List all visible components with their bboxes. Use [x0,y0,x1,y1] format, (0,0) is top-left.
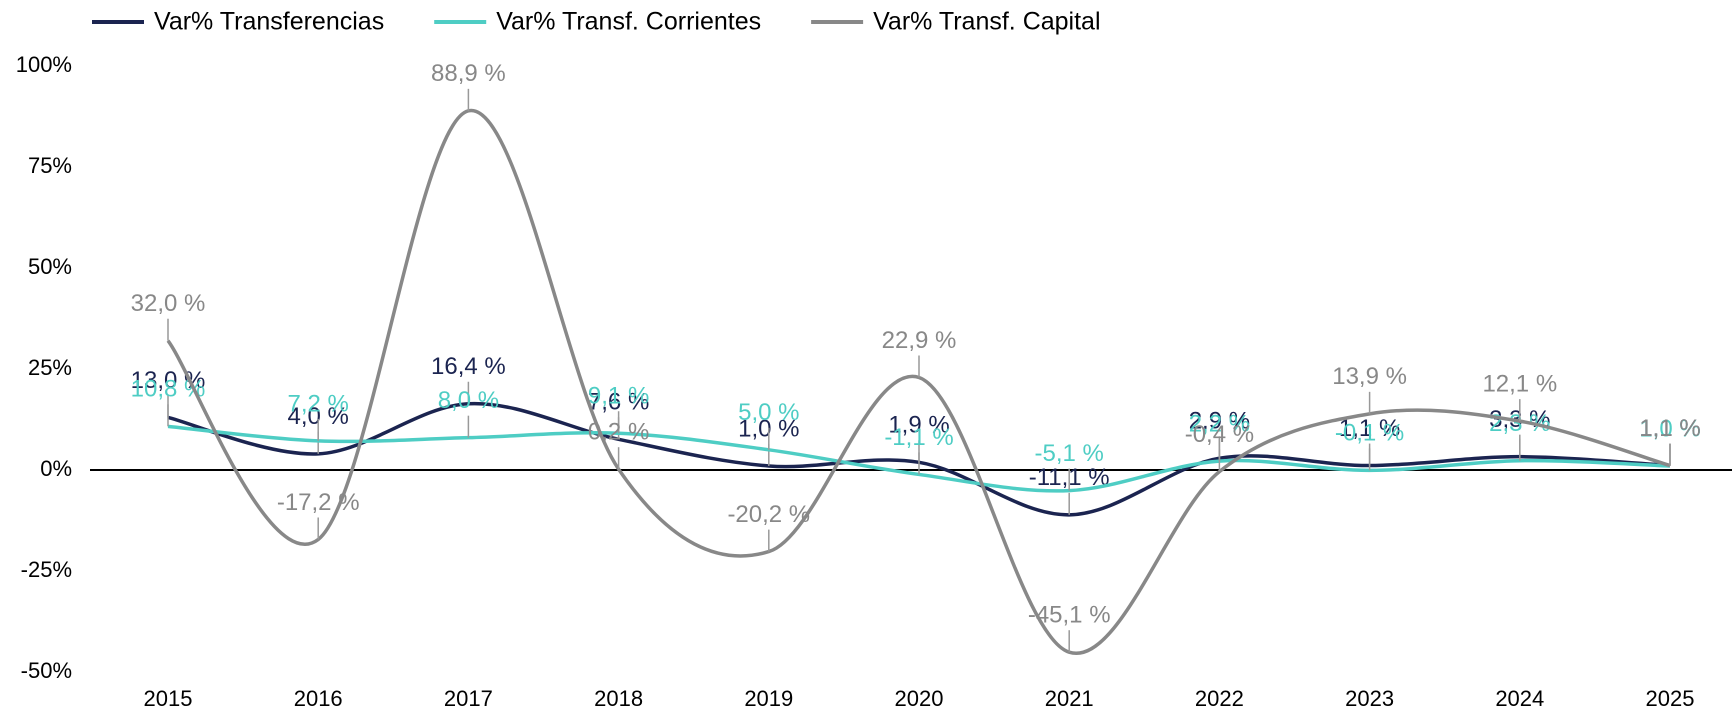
x-tick-label: 2018 [594,686,643,711]
legend-label: Var% Transferencias [154,8,384,36]
data-label: 22,9 % [882,327,957,354]
data-label: -17,2 % [277,489,360,516]
x-tick-label: 2020 [895,686,944,711]
data-label: 7,2 % [288,390,349,417]
data-label: 0,2 % [588,419,649,446]
x-tick-label: 2021 [1045,686,1094,711]
x-tick-label: 2025 [1646,686,1695,711]
data-label: 88,9 % [431,60,506,87]
x-tick-label: 2023 [1345,686,1394,711]
data-label: -0,1 % [1335,420,1404,447]
data-label: -20,2 % [727,501,810,528]
x-tick-label: 2015 [144,686,193,711]
data-label: 1,1 % [1639,415,1700,442]
data-label: 32,0 % [131,290,206,317]
data-label: 5,0 % [738,399,799,426]
data-label: -1,1 % [884,424,953,451]
data-label: 2,2 % [1189,410,1250,437]
x-tick-label: 2017 [444,686,493,711]
legend-label: Var% Transf. Corrientes [496,8,761,36]
x-tick-label: 2019 [744,686,793,711]
y-tick-label: -25% [21,557,72,582]
legend-label: Var% Transf. Capital [873,8,1100,36]
y-tick-label: 75% [28,153,72,178]
x-tick-label: 2016 [294,686,343,711]
series-line [166,109,1671,655]
x-tick-label: 2024 [1495,686,1544,711]
data-label: 2,9 % [1189,408,1250,435]
y-tick-label: -50% [21,658,72,683]
data-label: -45,1 % [1028,602,1111,629]
data-label: 1,1 % [1339,415,1400,442]
x-tick-label: 2022 [1195,686,1244,711]
y-tick-label: 25% [28,355,72,380]
data-label: 1,0 % [1639,415,1700,442]
data-label: 8,0 % [438,387,499,414]
data-label: 1,1 % [1639,415,1700,442]
data-label: 16,4 % [431,353,506,380]
data-label: 9,1 % [588,383,649,410]
data-label: -5,1 % [1035,440,1104,467]
y-tick-label: 50% [28,254,72,279]
data-label: 1,9 % [888,412,949,439]
y-tick-label: 100% [16,52,72,77]
data-label: 7,6 % [588,389,649,416]
data-label: -0,4 % [1185,421,1254,448]
data-label: 13,9 % [1332,363,1407,390]
data-label: 12,1 % [1482,370,1557,397]
y-tick-label: 0% [40,456,72,481]
